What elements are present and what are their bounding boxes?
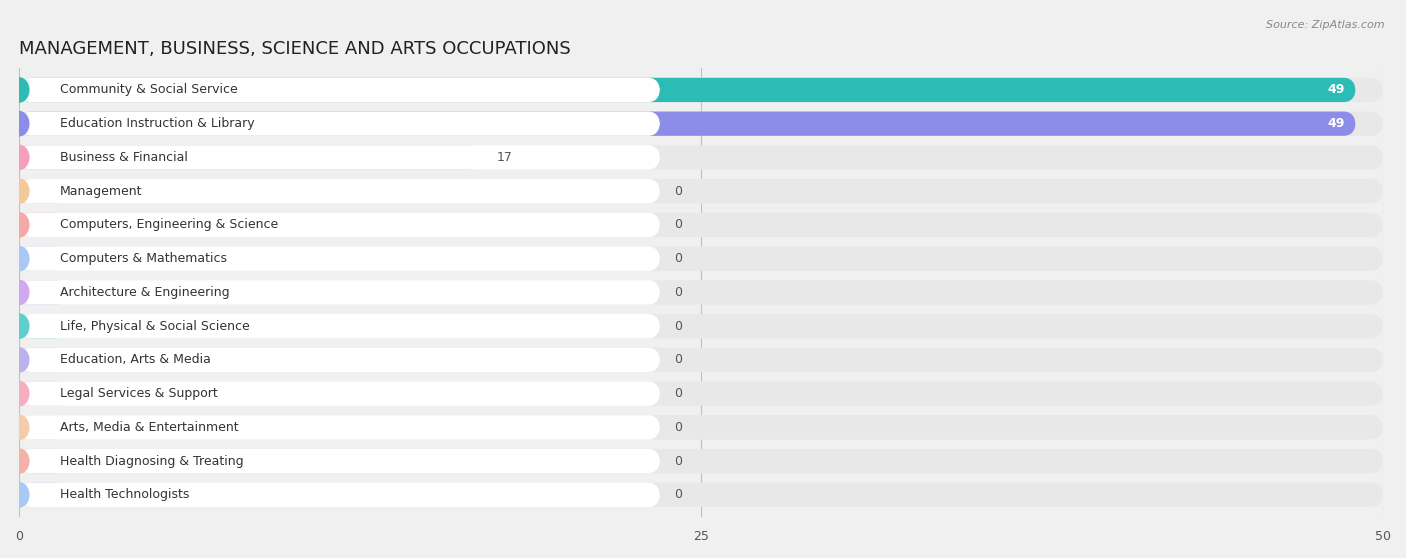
FancyBboxPatch shape [20, 280, 67, 305]
FancyBboxPatch shape [20, 314, 67, 338]
Text: Computers, Engineering & Science: Computers, Engineering & Science [60, 218, 278, 232]
FancyBboxPatch shape [20, 449, 659, 473]
Circle shape [10, 382, 28, 406]
FancyBboxPatch shape [20, 145, 482, 170]
FancyBboxPatch shape [20, 213, 1384, 237]
FancyBboxPatch shape [20, 314, 1384, 338]
Text: 17: 17 [496, 151, 512, 164]
FancyBboxPatch shape [20, 280, 1384, 305]
Text: 49: 49 [1327, 84, 1344, 97]
FancyBboxPatch shape [20, 213, 67, 237]
Text: Architecture & Engineering: Architecture & Engineering [60, 286, 229, 299]
FancyBboxPatch shape [20, 382, 659, 406]
Text: Health Diagnosing & Treating: Health Diagnosing & Treating [60, 455, 243, 468]
Text: Health Technologists: Health Technologists [60, 488, 190, 502]
Text: Legal Services & Support: Legal Services & Support [60, 387, 218, 400]
FancyBboxPatch shape [20, 145, 659, 170]
Text: Management: Management [60, 185, 142, 198]
Text: Source: ZipAtlas.com: Source: ZipAtlas.com [1267, 20, 1385, 30]
FancyBboxPatch shape [20, 145, 1384, 170]
Circle shape [10, 247, 28, 271]
Text: 0: 0 [673, 185, 682, 198]
Circle shape [10, 78, 28, 102]
Circle shape [10, 213, 28, 237]
Text: 0: 0 [673, 320, 682, 333]
FancyBboxPatch shape [20, 415, 1384, 440]
Text: 0: 0 [673, 353, 682, 367]
Text: 0: 0 [673, 387, 682, 400]
FancyBboxPatch shape [20, 112, 659, 136]
FancyBboxPatch shape [20, 247, 67, 271]
Text: Community & Social Service: Community & Social Service [60, 84, 238, 97]
FancyBboxPatch shape [20, 78, 1355, 102]
Text: 0: 0 [673, 252, 682, 265]
Circle shape [10, 280, 28, 305]
Text: Computers & Mathematics: Computers & Mathematics [60, 252, 226, 265]
Text: Education Instruction & Library: Education Instruction & Library [60, 117, 254, 130]
FancyBboxPatch shape [20, 483, 67, 507]
FancyBboxPatch shape [20, 78, 1384, 102]
Text: MANAGEMENT, BUSINESS, SCIENCE AND ARTS OCCUPATIONS: MANAGEMENT, BUSINESS, SCIENCE AND ARTS O… [20, 40, 571, 58]
Text: Business & Financial: Business & Financial [60, 151, 188, 164]
Text: 49: 49 [1327, 117, 1344, 130]
FancyBboxPatch shape [20, 348, 1384, 372]
FancyBboxPatch shape [20, 179, 659, 203]
FancyBboxPatch shape [20, 449, 1384, 473]
Circle shape [10, 483, 28, 507]
Circle shape [10, 449, 28, 473]
FancyBboxPatch shape [20, 314, 659, 338]
Text: 0: 0 [673, 218, 682, 232]
Circle shape [10, 145, 28, 170]
Text: 0: 0 [673, 421, 682, 434]
Circle shape [10, 179, 28, 203]
Circle shape [10, 415, 28, 440]
FancyBboxPatch shape [20, 415, 659, 440]
FancyBboxPatch shape [20, 112, 1384, 136]
FancyBboxPatch shape [20, 78, 659, 102]
FancyBboxPatch shape [20, 280, 659, 305]
Text: Life, Physical & Social Science: Life, Physical & Social Science [60, 320, 250, 333]
FancyBboxPatch shape [20, 348, 67, 372]
Circle shape [10, 314, 28, 338]
FancyBboxPatch shape [20, 112, 1355, 136]
Circle shape [10, 348, 28, 372]
FancyBboxPatch shape [20, 382, 1384, 406]
FancyBboxPatch shape [20, 348, 659, 372]
Text: 0: 0 [673, 286, 682, 299]
FancyBboxPatch shape [20, 179, 1384, 203]
Text: 0: 0 [673, 455, 682, 468]
FancyBboxPatch shape [20, 483, 659, 507]
FancyBboxPatch shape [20, 179, 67, 203]
FancyBboxPatch shape [20, 382, 67, 406]
FancyBboxPatch shape [20, 449, 67, 473]
Text: Education, Arts & Media: Education, Arts & Media [60, 353, 211, 367]
FancyBboxPatch shape [20, 213, 659, 237]
FancyBboxPatch shape [20, 415, 67, 440]
Text: 0: 0 [673, 488, 682, 502]
FancyBboxPatch shape [20, 247, 659, 271]
FancyBboxPatch shape [20, 247, 1384, 271]
FancyBboxPatch shape [20, 483, 1384, 507]
Text: Arts, Media & Entertainment: Arts, Media & Entertainment [60, 421, 239, 434]
Circle shape [10, 112, 28, 136]
